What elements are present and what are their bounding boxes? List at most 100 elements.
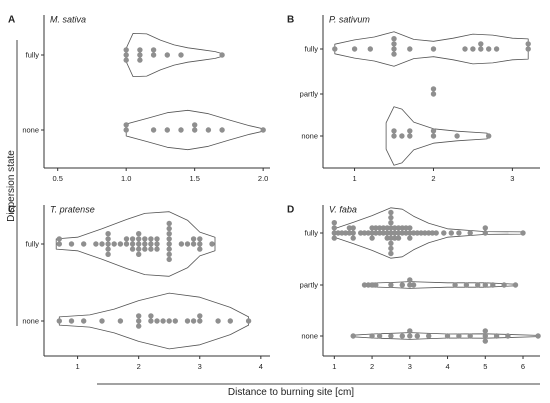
- data-point: [493, 333, 500, 339]
- data-point: [388, 225, 394, 231]
- violin-fully: [334, 31, 529, 67]
- y-tick-label: fully: [26, 51, 40, 60]
- data-point: [123, 47, 129, 53]
- data-point: [117, 241, 124, 247]
- x-tick-label: 1: [352, 174, 356, 183]
- violin-none: [385, 106, 488, 166]
- data-point: [105, 241, 111, 247]
- data-point: [93, 241, 99, 247]
- data-point: [505, 333, 511, 339]
- data-point: [414, 333, 420, 339]
- data-point: [350, 235, 356, 241]
- data-point: [105, 231, 111, 237]
- figure-ylabel: Dispersion state: [6, 150, 17, 222]
- data-point: [142, 241, 148, 247]
- data-point: [136, 246, 142, 252]
- data-point: [190, 241, 197, 247]
- data-point: [462, 46, 468, 52]
- panel-title: V. faba: [329, 204, 357, 214]
- violin-none: [58, 292, 249, 350]
- data-point: [467, 230, 473, 236]
- data-point: [197, 246, 203, 252]
- data-point: [136, 318, 142, 324]
- data-point: [456, 333, 462, 339]
- data-point: [365, 230, 371, 236]
- data-point: [56, 318, 62, 324]
- data-point: [369, 225, 375, 231]
- data-point: [407, 328, 413, 334]
- data-point: [456, 230, 462, 236]
- data-point: [148, 236, 154, 242]
- data-point: [123, 122, 129, 128]
- x-tick-label: 6: [521, 362, 525, 371]
- data-point: [150, 52, 157, 58]
- data-point: [426, 333, 432, 339]
- data-point: [482, 328, 488, 334]
- data-point: [482, 282, 488, 288]
- data-point: [478, 41, 484, 47]
- data-point: [380, 225, 387, 231]
- data-point: [346, 230, 353, 236]
- data-point: [209, 241, 215, 247]
- y-tick-label: fully: [26, 240, 40, 249]
- x-tick-label: 2.0: [258, 174, 268, 183]
- data-point: [391, 51, 397, 57]
- data-point: [391, 46, 397, 52]
- data-point: [178, 52, 184, 58]
- data-point: [331, 230, 337, 236]
- y-tick-label: none: [301, 132, 318, 141]
- data-point: [392, 235, 398, 241]
- data-point: [463, 282, 470, 288]
- data-point: [512, 282, 519, 288]
- data-point: [433, 230, 439, 236]
- data-point: [197, 236, 203, 242]
- data-point: [388, 230, 394, 236]
- data-point: [391, 128, 397, 134]
- data-point: [407, 128, 413, 134]
- data-point: [105, 246, 111, 252]
- data-point: [56, 241, 62, 247]
- data-point: [184, 318, 191, 324]
- data-point: [164, 127, 170, 133]
- y-tick-label: fully: [305, 229, 319, 238]
- data-point: [395, 235, 402, 241]
- data-point: [391, 36, 397, 42]
- data-point: [388, 282, 394, 288]
- data-point: [260, 127, 266, 133]
- data-point: [376, 230, 383, 236]
- data-point: [142, 236, 148, 242]
- data-point: [184, 241, 191, 247]
- data-point: [172, 318, 178, 324]
- data-point: [482, 225, 488, 231]
- data-point: [388, 209, 394, 216]
- data-point: [331, 235, 337, 241]
- data-point: [470, 46, 476, 52]
- data-point: [148, 241, 154, 247]
- data-point: [430, 91, 437, 97]
- data-point: [148, 318, 154, 324]
- data-point: [422, 230, 428, 236]
- data-point: [388, 220, 394, 226]
- x-tick-label: 3: [198, 362, 202, 371]
- y-tick-label: none: [301, 332, 318, 341]
- data-point: [399, 282, 405, 288]
- data-point: [219, 52, 225, 58]
- data-point: [160, 318, 166, 324]
- data-point: [227, 318, 233, 324]
- data-point: [137, 52, 143, 58]
- data-point: [388, 333, 394, 339]
- data-point: [205, 127, 212, 133]
- data-point: [361, 282, 368, 288]
- x-tick-label: 3: [408, 362, 412, 371]
- panel-D: D V. faba 1 2 3 4 5 6 fully partly none: [287, 204, 541, 371]
- data-point: [136, 231, 142, 237]
- y-tick-label: partly: [300, 90, 319, 99]
- data-point: [525, 46, 531, 52]
- x-tick-label: 2: [370, 362, 374, 371]
- data-point: [376, 333, 383, 339]
- data-point: [105, 251, 111, 257]
- data-point: [332, 46, 338, 52]
- data-point: [123, 236, 130, 242]
- data-point: [395, 230, 402, 236]
